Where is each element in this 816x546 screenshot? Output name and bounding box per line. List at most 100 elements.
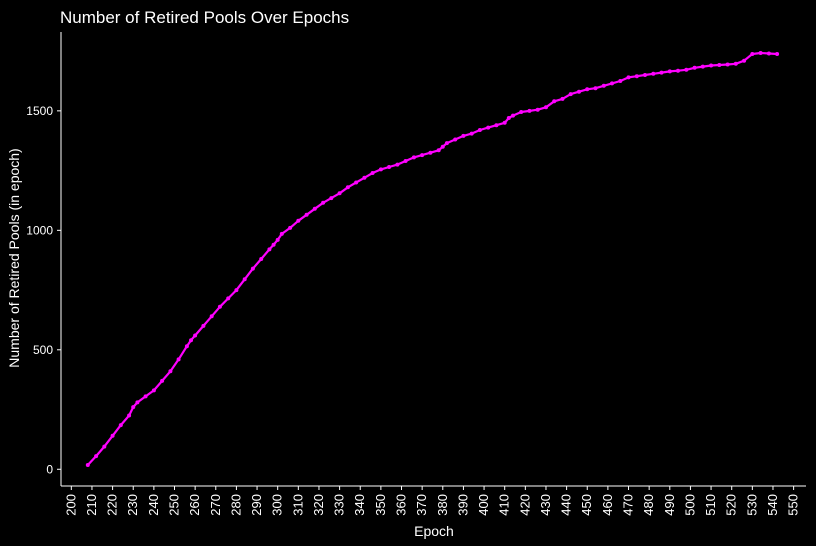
x-tick-label: 450 [579, 494, 594, 516]
data-point [275, 237, 280, 242]
data-point [585, 87, 590, 92]
data-point [387, 165, 392, 169]
x-tick-label: 360 [394, 494, 409, 516]
x-ticks: 200 210 220 230 240 250 260 270 280 290 300 310 320 3… [63, 486, 801, 516]
data-point [242, 277, 247, 282]
data-point [527, 108, 532, 113]
x-tick-label: 410 [497, 494, 512, 516]
data-point [733, 61, 738, 66]
data-point [403, 159, 408, 163]
data-point [395, 162, 400, 167]
data-point [568, 92, 573, 97]
data-point [676, 68, 680, 73]
data-point [659, 70, 664, 75]
y-tick-label: 1000 [26, 223, 53, 237]
x-tick-label: 460 [600, 494, 615, 516]
data-point [345, 185, 350, 190]
x-tick-label: 200 [63, 494, 78, 516]
x-tick-label: 500 [682, 494, 697, 516]
y-axis-title: Number of Retired Pools (in epoch) [6, 148, 22, 367]
data-point [226, 296, 231, 301]
data-point [626, 75, 631, 80]
data-point [436, 148, 441, 153]
series-group [85, 51, 780, 467]
data-point [709, 63, 714, 68]
x-tick-label: 310 [290, 494, 305, 516]
data-point [189, 338, 193, 343]
x-tick-label: 250 [167, 494, 182, 516]
data-point [217, 304, 222, 309]
x-tick-label: 330 [332, 494, 347, 516]
data-point [684, 67, 689, 72]
data-point [742, 58, 747, 63]
data-point [601, 83, 606, 88]
x-tick-label: 350 [373, 494, 388, 516]
x-tick-label: 240 [146, 494, 161, 516]
x-tick-label: 380 [435, 494, 450, 516]
data-point [717, 63, 722, 67]
x-tick-label: 420 [517, 494, 532, 516]
data-point [312, 206, 317, 211]
x-tick-label: 390 [455, 494, 470, 516]
x-tick-label: 550 [786, 494, 801, 516]
data-point [296, 218, 301, 223]
data-point [420, 153, 425, 158]
data-point [469, 131, 474, 136]
data-point [168, 369, 173, 374]
data-point [131, 405, 136, 410]
data-point [184, 344, 189, 349]
x-tick-label: 210 [84, 494, 99, 516]
data-point [193, 333, 198, 338]
data-point [535, 107, 540, 112]
data-point [519, 110, 524, 114]
data-point [151, 388, 156, 393]
x-tick-label: 540 [765, 494, 780, 516]
y-tick-label: 1500 [26, 104, 53, 118]
data-point [577, 89, 581, 94]
data-point [250, 266, 255, 271]
x-tick-label: 370 [414, 494, 429, 516]
x-tick-label: 530 [744, 494, 759, 516]
data-point [725, 62, 730, 67]
data-point [750, 52, 755, 56]
data-point [362, 175, 367, 180]
data-point [502, 120, 507, 125]
data-point [428, 150, 433, 155]
data-point [461, 133, 466, 138]
x-tick-label: 490 [662, 494, 677, 516]
y-tick-label: 500 [33, 343, 53, 357]
data-point [494, 123, 499, 128]
data-point [643, 73, 647, 77]
x-tick-label: 340 [352, 494, 367, 516]
data-point [354, 180, 359, 185]
data-point [378, 167, 383, 172]
data-point [85, 463, 90, 467]
x-tick-label: 270 [208, 494, 223, 516]
data-point [560, 96, 565, 101]
data-point [440, 144, 445, 149]
data-point [477, 128, 482, 132]
data-point [610, 81, 614, 86]
data-point [486, 125, 491, 130]
x-tick-label: 470 [621, 494, 636, 516]
data-point [766, 51, 771, 56]
data-point [453, 137, 458, 142]
data-point [135, 400, 140, 405]
data-point [692, 65, 697, 70]
data-point [370, 171, 375, 175]
data-point [201, 323, 206, 328]
data-point [337, 191, 342, 196]
x-tick-label: 220 [105, 494, 120, 516]
chart-title: Number of Retired Pools Over Epochs [60, 8, 349, 27]
x-tick-label: 520 [724, 494, 739, 516]
data-point [234, 288, 239, 293]
data-point [259, 257, 264, 261]
data-point [160, 378, 165, 383]
x-tick-label: 510 [703, 494, 718, 516]
x-tick-label: 430 [538, 494, 553, 516]
data-point [758, 51, 763, 55]
data-point [143, 394, 148, 399]
x-tick-label: 440 [559, 494, 574, 516]
